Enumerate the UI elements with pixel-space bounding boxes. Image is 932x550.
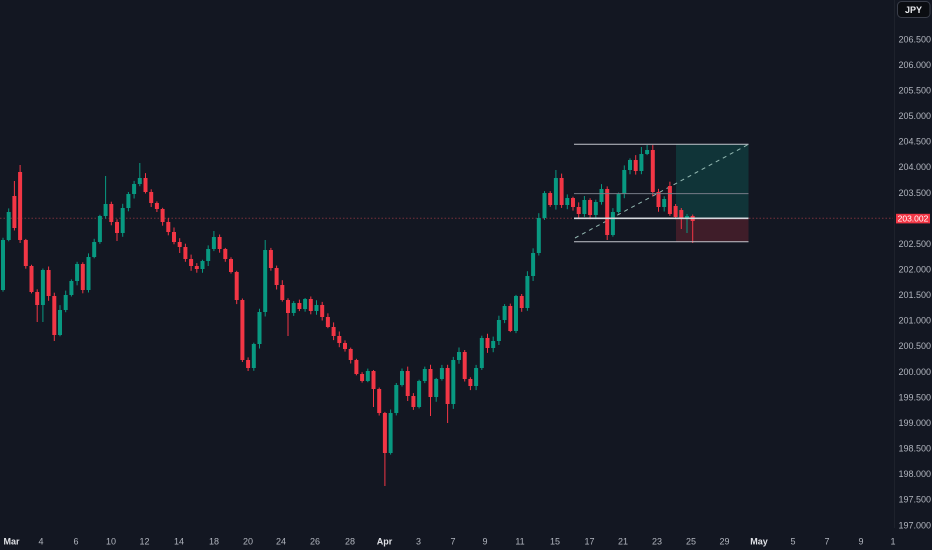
svg-text:9: 9 (482, 537, 487, 547)
svg-text:25: 25 (686, 537, 696, 547)
svg-text:201.500: 201.500 (898, 290, 931, 300)
svg-text:17: 17 (584, 537, 594, 547)
svg-text:May: May (750, 537, 768, 547)
svg-text:21: 21 (618, 537, 628, 547)
svg-text:199.000: 199.000 (898, 418, 931, 428)
svg-text:4: 4 (38, 537, 43, 547)
svg-text:206.500: 206.500 (898, 34, 931, 44)
svg-text:JPY: JPY (905, 5, 922, 15)
svg-text:198.500: 198.500 (898, 444, 931, 454)
svg-text:206.000: 206.000 (898, 60, 931, 70)
svg-text:198.000: 198.000 (898, 469, 931, 479)
svg-text:18: 18 (209, 537, 219, 547)
svg-text:203.500: 203.500 (898, 188, 931, 198)
svg-text:28: 28 (345, 537, 355, 547)
svg-text:9: 9 (858, 537, 863, 547)
svg-text:3: 3 (416, 537, 421, 547)
svg-text:205.500: 205.500 (898, 85, 931, 95)
svg-text:199.500: 199.500 (898, 392, 931, 402)
svg-text:10: 10 (106, 537, 116, 547)
svg-text:1: 1 (890, 537, 895, 547)
svg-text:205.000: 205.000 (898, 111, 931, 121)
svg-text:6: 6 (73, 537, 78, 547)
svg-text:12: 12 (139, 537, 149, 547)
svg-text:201.000: 201.000 (898, 316, 931, 326)
svg-text:204.500: 204.500 (898, 137, 931, 147)
svg-text:11: 11 (515, 537, 524, 547)
svg-text:23: 23 (652, 537, 662, 547)
svg-text:200.000: 200.000 (898, 367, 931, 377)
svg-text:197.000: 197.000 (898, 520, 931, 530)
svg-text:7: 7 (450, 537, 455, 547)
svg-text:202.500: 202.500 (898, 239, 931, 249)
svg-text:Mar: Mar (3, 537, 20, 547)
svg-text:202.000: 202.000 (898, 265, 931, 275)
svg-text:7: 7 (824, 537, 829, 547)
svg-text:14: 14 (174, 537, 184, 547)
svg-text:15: 15 (550, 537, 560, 547)
svg-text:204.000: 204.000 (898, 162, 931, 172)
svg-text:200.500: 200.500 (898, 341, 931, 351)
svg-text:26: 26 (310, 537, 320, 547)
svg-text:197.500: 197.500 (898, 495, 931, 505)
svg-text:203.002: 203.002 (898, 213, 929, 223)
svg-text:5: 5 (790, 537, 795, 547)
svg-text:24: 24 (276, 537, 286, 547)
svg-text:Apr: Apr (377, 537, 393, 547)
svg-text:20: 20 (243, 537, 253, 547)
svg-text:29: 29 (719, 537, 729, 547)
